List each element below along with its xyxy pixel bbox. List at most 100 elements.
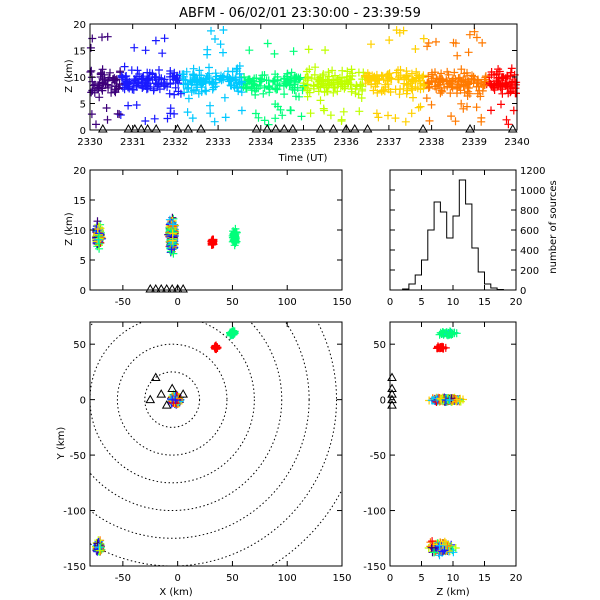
time-height-source [233, 64, 242, 73]
time-height-source [245, 75, 254, 84]
time-height-source [110, 87, 119, 95]
time-height-ytick-label: 20 [73, 20, 86, 31]
time-height-axes: 2330 2331 2332 2333 2334 2335 2336 2337 2338 2339… [73, 20, 529, 148]
time-height-source [240, 73, 249, 81]
plan-view-xtick-label: 100 [278, 573, 297, 584]
time-height-source [440, 83, 449, 92]
time-height-source [367, 40, 375, 49]
time-height-source [479, 81, 488, 90]
time-height-source [314, 82, 323, 91]
time-height-source [219, 48, 227, 57]
time-height-source [437, 69, 446, 78]
time-height-source [453, 51, 462, 60]
x-height-source [95, 239, 104, 248]
plan-view-source [94, 543, 103, 552]
plan-view-source [227, 330, 236, 339]
time-height-source [425, 116, 434, 125]
sensor-marker [97, 123, 108, 133]
sensor-marker [287, 123, 298, 133]
time-height-source [457, 77, 466, 86]
time-height-source [468, 71, 476, 80]
time-height-source [303, 73, 312, 81]
time-height-source [355, 107, 364, 116]
time-height-source [146, 83, 155, 91]
time-height-source [436, 89, 445, 98]
height-y-source [449, 548, 458, 557]
time-height-source [197, 83, 206, 92]
time-height-source [187, 80, 196, 89]
sensor-marker [161, 283, 172, 293]
time-height-source [459, 82, 468, 91]
time-height-source [430, 82, 439, 91]
time-height-xtick-label: 2339 [462, 137, 487, 148]
time-height-source [502, 115, 511, 124]
time-height-xtick-label: 2332 [163, 137, 188, 148]
time-height-source [102, 104, 111, 112]
time-height-source [427, 100, 436, 109]
height-y-xtick-label: 15 [478, 573, 491, 584]
x-height-source [168, 220, 177, 229]
time-height-source [188, 114, 197, 123]
time-height-source [481, 72, 490, 81]
height-y-xtick-label: 0 [387, 573, 393, 584]
time-height-source [130, 43, 139, 52]
time-height-source [211, 78, 220, 87]
time-height-source [116, 67, 125, 76]
time-height-source [155, 66, 163, 74]
sensor-marker [136, 123, 147, 133]
time-height-source [169, 72, 178, 81]
time-height-source [321, 46, 330, 55]
time-height-source [259, 89, 268, 98]
height-y-ytick-label: -100 [363, 507, 386, 518]
time-height-source [461, 75, 470, 84]
time-height-source [470, 27, 479, 36]
plan-view-frame [89, 321, 343, 567]
histogram-xtick-label: 5 [418, 297, 424, 308]
time-height-source [320, 81, 328, 90]
time-height-source [391, 85, 400, 94]
time-height-source [216, 40, 225, 49]
time-height-source [374, 113, 383, 122]
time-height-source [319, 104, 328, 113]
sensor-marker [328, 123, 339, 133]
figure-title: ABFM - 06/02/01 23:30:00 - 23:39:59 [179, 6, 421, 21]
time-height-source [207, 26, 215, 35]
time-height-source [211, 69, 220, 78]
time-height-source [183, 108, 192, 117]
sensor-marker [387, 372, 397, 381]
sensor-marker [362, 123, 373, 133]
time-height-source [386, 88, 395, 96]
time-height-xtick-label: 2340 [504, 137, 529, 148]
time-height-source [165, 89, 174, 98]
time-height-source [474, 77, 483, 86]
plan-view-source [93, 539, 102, 548]
sensor-marker [279, 123, 290, 133]
histogram-ytick-label: 1000 [520, 186, 545, 197]
time-height-source [227, 81, 236, 90]
height-y-ytick-label: 50 [373, 340, 386, 351]
plan-view-xtick-label: -50 [115, 573, 131, 584]
time-height-source [260, 116, 269, 125]
histogram-xtick-label: 0 [387, 297, 393, 308]
plan-view-sources [92, 326, 239, 556]
time-height-source [287, 68, 296, 77]
histogram-xtick-label: 15 [478, 297, 491, 308]
height-y-source [428, 537, 437, 546]
time-height-source [311, 63, 320, 72]
x-height-source [209, 235, 218, 244]
time-height-xtick-label: 2338 [419, 137, 444, 148]
time-height-source [263, 39, 272, 48]
time-height-source [265, 88, 274, 97]
time-height-source [272, 85, 281, 94]
time-height-source [273, 80, 282, 89]
time-height-source [506, 68, 515, 77]
time-height-source [115, 110, 124, 119]
time-height-source [170, 109, 179, 118]
time-height-source [463, 68, 471, 77]
x-height-xtick-label: 0 [174, 297, 180, 308]
time-height-source [451, 39, 460, 48]
x-height-source [207, 239, 216, 248]
time-height-source [363, 73, 372, 82]
